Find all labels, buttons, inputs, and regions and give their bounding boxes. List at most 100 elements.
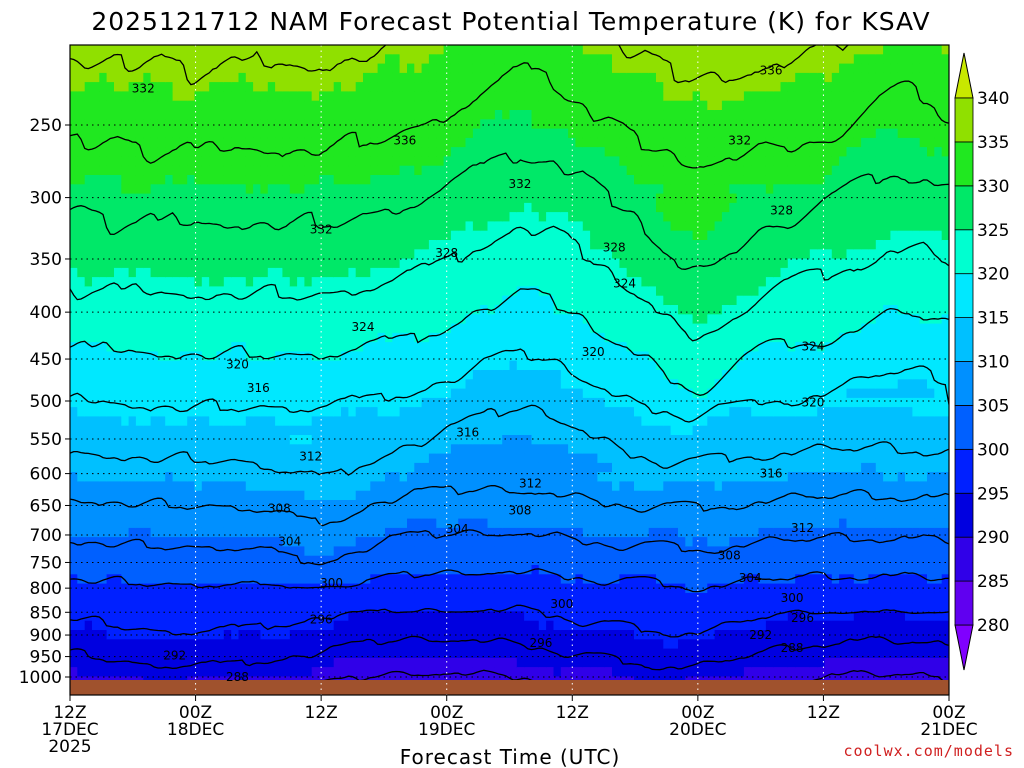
field-cell [289,147,298,157]
field-cell [341,397,349,408]
field-cell [216,221,225,232]
field-cell [216,565,225,575]
field-cell [238,193,247,204]
field-cell [538,100,547,111]
field-cell [538,648,547,659]
field-cell [465,407,474,417]
field-cell [458,667,467,677]
field-cell [304,500,313,510]
field-cell [99,602,108,612]
field-cell [443,379,452,390]
field-cell [231,667,240,677]
field-cell [436,657,445,668]
field-cell [524,230,532,241]
field-cell [531,323,540,334]
field-cell [370,481,379,492]
field-cell [289,490,298,501]
field-cell [114,527,122,538]
field-cell [84,72,93,83]
field-cell [179,286,188,297]
field-cell [428,314,437,325]
field-cell [399,648,408,659]
field-cell [502,453,511,464]
field-cell [311,509,320,520]
field-cell [399,156,408,167]
field-cell [187,462,196,473]
field-cell [201,54,210,65]
field-cell [458,100,467,111]
field-cell [524,416,532,427]
field-cell [114,565,122,575]
field-cell [458,323,467,334]
field-cell [450,592,459,603]
field-cell [568,286,576,297]
field-cell [582,258,591,269]
field-cell [465,63,474,74]
field-cell [370,462,379,473]
field-cell [238,137,247,148]
field-cell [582,332,591,343]
field-cell [143,425,152,436]
field-cell [209,230,218,241]
field-cell [282,137,291,148]
field-cell [172,620,181,631]
field-cell [377,462,386,473]
field-cell [84,555,93,566]
field-cell [304,323,313,334]
field-cell [480,583,489,594]
field-cell [128,258,137,269]
field-cell [223,370,232,380]
field-cell [172,267,181,278]
field-cell [531,147,540,157]
field-cell [480,184,489,195]
field-cell [253,119,261,130]
field-cell [531,453,540,464]
field-cell [194,295,203,306]
field-cell [399,314,408,325]
field-cell [238,509,247,520]
field-cell [385,212,393,222]
field-cell [414,249,423,260]
field-cell [179,91,188,102]
field-cell [582,110,591,120]
field-cell [524,546,532,557]
field-cell [267,100,276,111]
field-cell [201,397,210,408]
field-cell [275,342,283,352]
field-cell [135,286,144,297]
field-cell [370,54,379,65]
field-cell [194,137,203,148]
field-cell [326,481,335,492]
field-cell [260,425,269,436]
field-cell [363,555,371,566]
field-cell [289,537,298,547]
field-cell [377,444,386,455]
field-cell [502,648,511,659]
field-cell [377,54,386,65]
field-cell [157,407,166,417]
field-cell [135,490,144,501]
field-cell [355,574,364,585]
field-cell [436,360,445,371]
field-cell [487,295,496,306]
field-cell [187,277,196,287]
field-cell [231,435,240,445]
field-cell [223,100,232,111]
field-cell [509,490,518,501]
field-cell [502,518,511,529]
field-cell [516,314,525,325]
field-cell [414,240,423,250]
field-cell [245,379,254,390]
field-cell [326,305,335,315]
field-cell [70,565,78,575]
field-cell [450,416,459,427]
field-cell [267,212,276,222]
field-cell [92,425,100,436]
field-cell [575,472,584,482]
field-cell [502,425,511,436]
field-cell [560,602,569,612]
field-cell [575,332,584,343]
field-cell [245,332,254,343]
field-cell [370,323,379,334]
field-cell [77,351,86,362]
